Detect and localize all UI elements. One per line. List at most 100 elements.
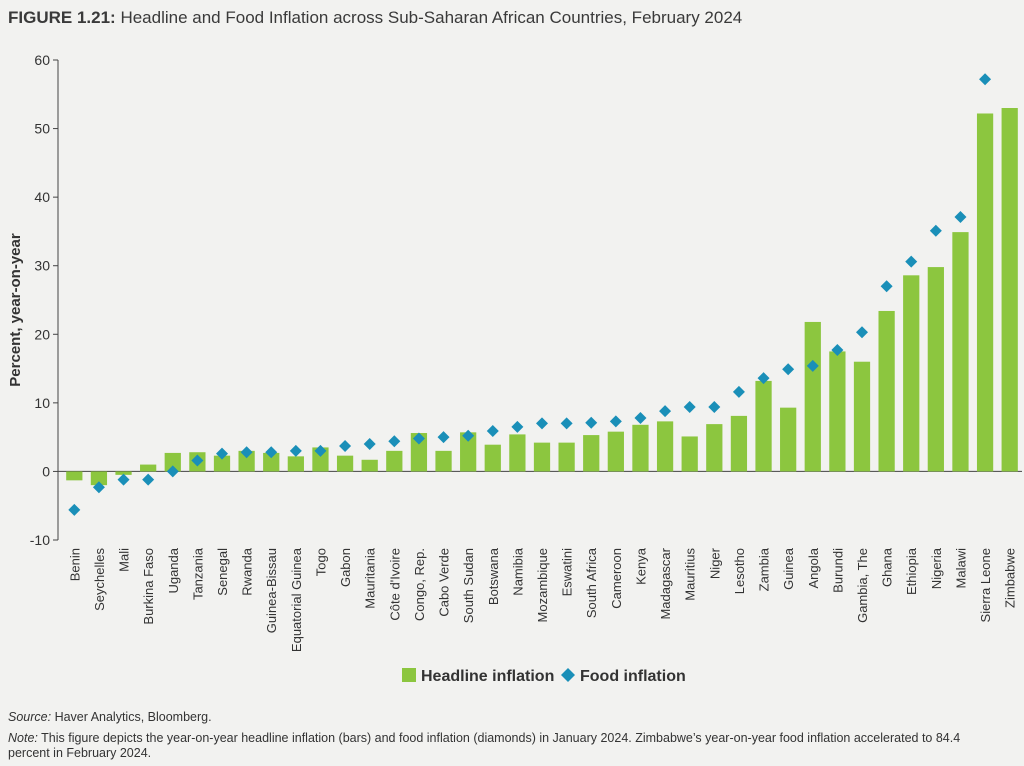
x-tick-label: Togo [313,548,328,576]
headline-bar [1001,108,1018,472]
headline-bar [533,442,551,472]
x-tick-label: Mauritania [363,547,378,608]
legend-swatch-food [561,668,575,682]
headline-bar [435,450,452,472]
source-label: Source: [8,710,52,724]
food-diamond [216,447,228,460]
legend-label-food: Food inflation [580,668,686,685]
y-tick-label: 20 [34,326,50,342]
food-diamond [363,438,376,450]
food-diamond [979,73,992,86]
legend: Headline inflation Food inflation [402,668,686,685]
food-diamond [92,481,105,494]
food-diamond [142,473,155,486]
headline-bar [509,434,526,472]
x-tick-label: Angola [806,547,821,588]
x-tick-label: Equatorial Guinea [289,547,304,652]
headline-bar [558,442,575,472]
food-diamond [117,473,130,486]
x-tick-label: Congo, Rep. [412,548,427,621]
headline-bar [878,310,895,472]
x-tick-label: Senegal [215,548,230,596]
food-diamond [609,415,622,428]
food-diamond [437,431,450,444]
food-diamond [831,344,844,357]
food-diamond [708,400,721,413]
headline-bar [780,407,797,472]
figure-note: Note: This figure depicts the year-on-ye… [8,731,968,761]
food-diamond [166,465,179,478]
headline-bar [361,459,378,472]
food-diamond [314,444,327,457]
headline-bar [607,431,624,472]
headline-bar [386,450,403,472]
food-diamond [412,432,425,445]
headline-bar [706,424,723,472]
food-diamond [880,280,893,293]
x-tick-label: Lesotho [732,548,747,594]
legend-swatch-headline [402,668,416,682]
headline-bar [583,435,600,472]
food-diamond [240,446,253,459]
food-diamond [68,503,81,516]
y-tick-label: 60 [34,52,50,68]
y-tick-label: -10 [30,532,50,548]
x-tick-label: Mozambique [535,548,550,622]
x-tick-label: Mali [117,548,132,572]
food-diamond [856,326,868,339]
x-tick-label: Eswatini [560,548,575,597]
x-tick-label: Guinea-Bissau [264,548,279,633]
headline-bar [213,455,231,472]
headline-bar [903,275,920,472]
x-tick-label: Niger [707,547,722,579]
headline-bar [66,471,83,481]
headline-bar [829,351,846,472]
headline-bar [287,456,304,472]
x-tick-label: South Sudan [461,548,476,623]
x-tick-label: Tanzania [190,547,205,600]
x-tick-label: Benin [67,548,82,581]
headline-bar [90,471,108,486]
headline-bar [312,447,329,472]
x-tick-label: Mauritius [683,548,698,601]
food-diamond [634,411,647,424]
x-tick-label: Sierra Leone [978,548,993,622]
note-text: This figure depicts the year-on-year hea… [8,731,961,760]
x-tick-label: Burkina Faso [141,548,156,625]
x-tick-label: Madagascar [658,547,673,619]
headline-bar [755,380,772,472]
legend-label-headline: Headline inflation [421,668,554,685]
x-tick-label: Guinea [781,547,796,590]
note-label: Note: [8,731,38,745]
headline-bar [484,444,501,472]
y-tick-label: 40 [34,189,50,205]
food-diamond [757,372,770,385]
y-tick-label: 10 [34,395,50,411]
headline-bar [952,232,969,472]
x-tick-label: Côte d'Ivoire [387,548,402,621]
x-tick-label: Kenya [633,547,648,585]
headline-bar [115,471,132,475]
food-diamond [191,454,204,467]
x-tick-label: Cabo Verde [437,548,452,617]
headline-bar [263,452,280,472]
headline-bar [632,424,649,472]
headline-bar [164,452,181,472]
x-tick-label: Ghana [880,547,895,587]
food-diamond [806,359,819,372]
x-tick-label: Cameroon [609,548,624,609]
x-tick-label: Zambia [757,547,772,591]
food-diamond [585,416,598,429]
headline-bar [853,361,871,472]
x-tick-label: Nigeria [929,547,944,589]
x-tick-label: Rwanda [240,547,255,595]
figure-label: FIGURE 1.21: [8,8,116,27]
headline-bar [140,464,157,472]
headline-bar [927,267,944,472]
food-diamond [265,446,278,459]
x-tick-label: Gambia, The [855,548,870,623]
food-diamond [462,429,475,442]
food-diamond [905,255,918,268]
headline-bar [336,455,354,472]
headline-bar [460,432,477,472]
